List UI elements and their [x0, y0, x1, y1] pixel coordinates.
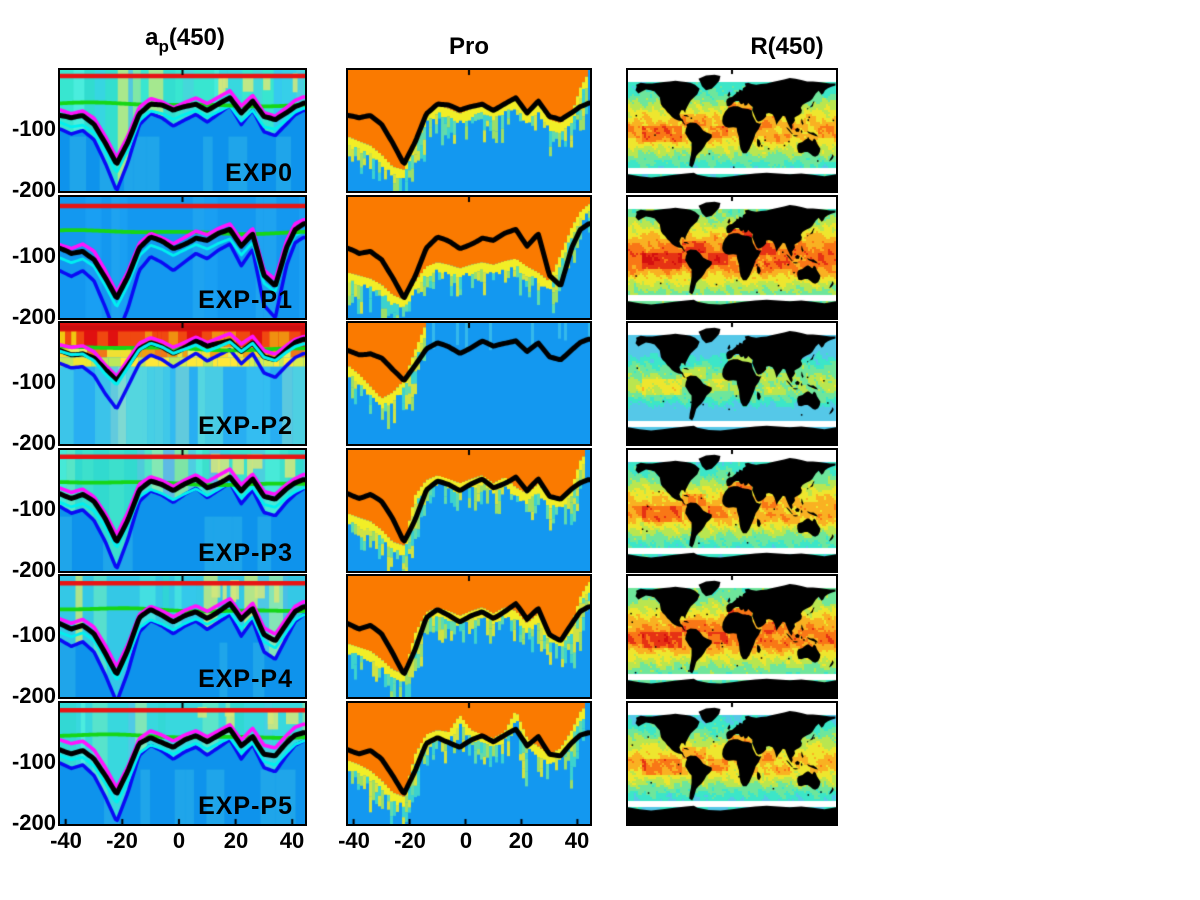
x-tick-label-col0--20: -20 — [106, 828, 138, 853]
row-label-expp3: EXP-P3 — [198, 539, 293, 567]
title-ap450-main: a — [145, 24, 159, 51]
x-tick-label-col1--20: -20 — [394, 828, 426, 853]
pro-panel-expp5 — [346, 701, 592, 826]
section-panel-expp2 — [58, 321, 307, 446]
y-tick-label-200-row1: -200 — [11, 304, 56, 329]
x-tick-label-col0-20: 20 — [223, 828, 249, 853]
x-tick-label-col1-0: 0 — [459, 828, 473, 853]
y-tick-label-200-row5: -200 — [11, 810, 56, 835]
y-tick-label-200-row2: -200 — [11, 430, 56, 455]
y-tick-label-200-row3: -200 — [11, 557, 56, 582]
column-title-pro: Pro — [448, 33, 489, 60]
pro-panel-exp0 — [346, 68, 592, 193]
y-tick-label-100-row4: -100 — [11, 622, 56, 647]
map-panel-exp0 — [626, 68, 838, 193]
y-tick-label-100-row5: -100 — [11, 749, 56, 774]
x-tick-label-col0--40: -40 — [50, 828, 82, 853]
pro-panel-expp1 — [346, 195, 592, 320]
title-ap450-rest: (450) — [168, 24, 225, 51]
y-tick-label-100-row1: -100 — [11, 243, 56, 268]
x-tick-label-col0-0: 0 — [172, 828, 186, 853]
map-panel-expp5 — [626, 701, 838, 826]
row-label-exp0: EXP0 — [225, 159, 293, 187]
map-panel-expp3 — [626, 448, 838, 573]
y-tick-label-100-row2: -100 — [11, 369, 56, 394]
y-tick-label-200-row0: -200 — [11, 177, 56, 202]
pro-panel-expp2 — [346, 321, 592, 446]
y-tick-label-100-row3: -100 — [11, 496, 56, 521]
row-label-expp1: EXP-P1 — [198, 286, 293, 314]
section-panel-expp1 — [58, 195, 307, 320]
x-tick-label-col1-20: 20 — [508, 828, 534, 853]
column-title-ap450: ap(450) — [95, 24, 275, 57]
x-tick-label-col0-40: 40 — [279, 828, 305, 853]
section-panel-expp5 — [58, 701, 307, 826]
x-tick-label-col1-40: 40 — [564, 828, 590, 853]
row-label-expp2: EXP-P2 — [198, 412, 293, 440]
column-title-r450: R(450) — [750, 33, 824, 60]
map-panel-expp2 — [626, 321, 838, 446]
pro-panel-expp4 — [346, 574, 592, 699]
section-panel-expp4 — [58, 574, 307, 699]
map-panel-expp1 — [626, 195, 838, 320]
row-label-expp4: EXP-P4 — [198, 665, 293, 693]
pro-panel-expp3 — [346, 448, 592, 573]
x-tick-label-col1--40: -40 — [338, 828, 370, 853]
y-tick-label-100-row0: -100 — [11, 116, 56, 141]
y-tick-label-200-row4: -200 — [11, 683, 56, 708]
section-panel-exp0 — [58, 68, 307, 193]
section-panel-expp3 — [58, 448, 307, 573]
map-panel-expp4 — [626, 574, 838, 699]
title-ap450-subscript: p — [158, 37, 169, 56]
row-label-expp5: EXP-P5 — [198, 792, 293, 820]
